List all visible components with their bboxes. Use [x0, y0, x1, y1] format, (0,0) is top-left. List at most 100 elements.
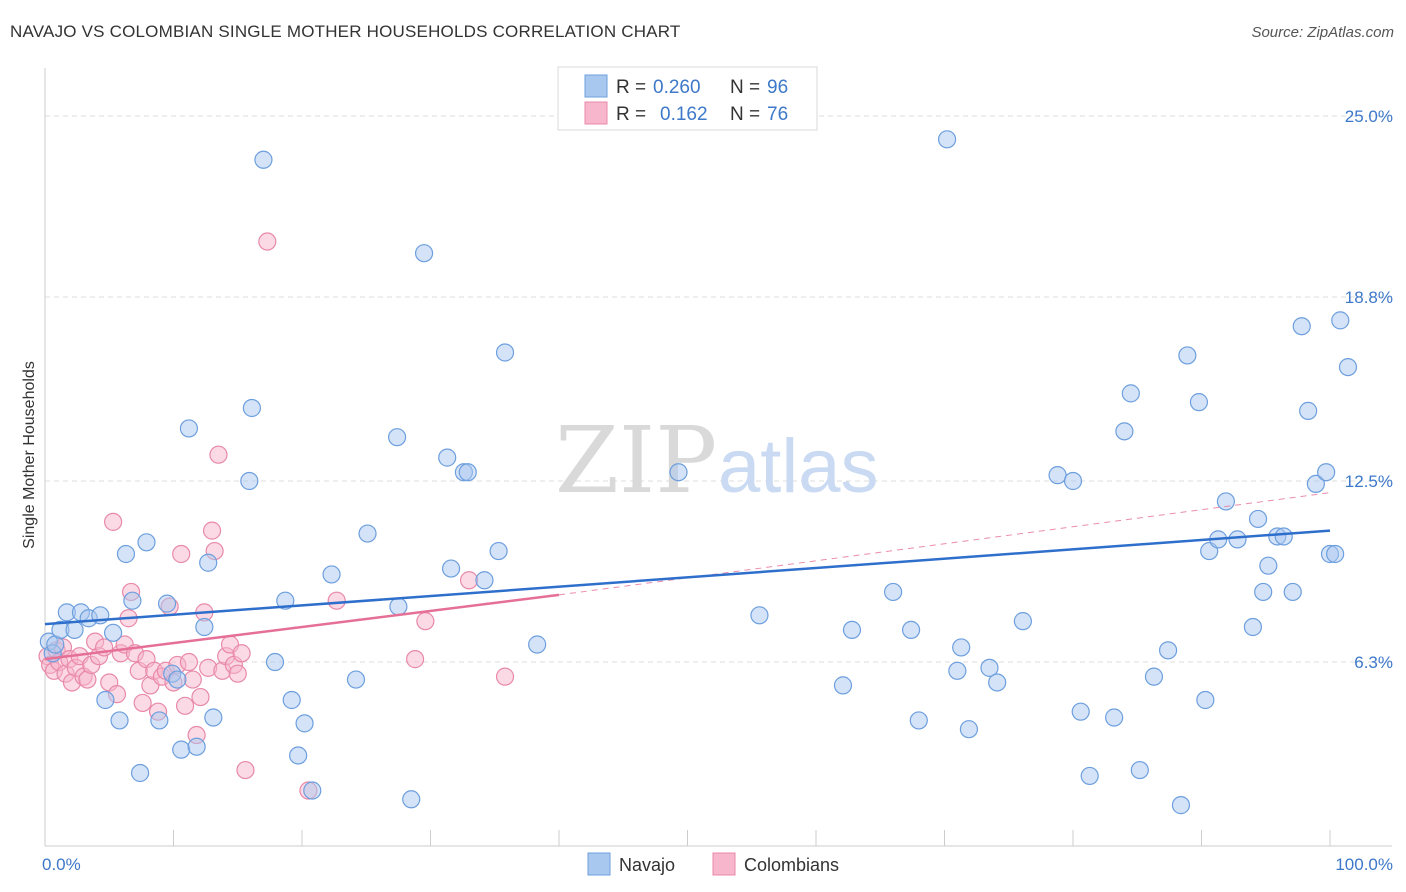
y-axis-label: Single Mother Households — [21, 361, 38, 549]
navajo-point — [1063, 471, 1083, 491]
navajo-point — [172, 740, 191, 759]
navajo-point — [1254, 582, 1273, 602]
navajo-point — [1317, 463, 1336, 482]
colombian-point — [405, 650, 425, 669]
navajo-point — [110, 711, 129, 730]
colombian-trend-extended — [558, 492, 1331, 596]
trend-lines — [44, 492, 1331, 661]
navajo-point — [1071, 702, 1090, 721]
colombian-point — [191, 687, 210, 707]
navajo-point — [952, 638, 971, 657]
navajo-point — [495, 343, 515, 362]
x-tick-label-max: 100.0% — [1335, 855, 1393, 874]
navajo-point — [1189, 393, 1209, 412]
watermark: ZIP atlas — [555, 407, 879, 514]
navajo-point — [199, 553, 218, 572]
y-tick-label: 6.3% — [1354, 653, 1393, 672]
navajo-point — [150, 711, 169, 730]
navajo-point — [187, 737, 206, 756]
navajo-point — [387, 428, 407, 447]
navajo-point — [303, 781, 322, 800]
navajo-point — [295, 714, 314, 733]
legend-r-value-colombian: 0.162 — [660, 104, 708, 125]
navajo-point — [1216, 492, 1236, 511]
navajo-point — [389, 597, 408, 616]
navajo-point — [157, 594, 177, 613]
y-tick-label: 12.5% — [1345, 472, 1393, 491]
navajo-point — [204, 708, 223, 727]
colombian-point — [172, 544, 191, 564]
navajo-point — [1292, 317, 1311, 336]
navajo-point — [358, 524, 377, 543]
series-swatch-navajo — [587, 852, 611, 876]
navajo-point — [489, 541, 508, 561]
navajo-point — [1178, 346, 1197, 365]
source-credit: Source: ZipAtlas.com — [1251, 24, 1394, 41]
navajo-point — [1243, 617, 1263, 637]
legend-n-label-colombian: N = — [730, 104, 760, 125]
navajo-point — [750, 606, 769, 625]
navajo-points — [39, 130, 1358, 815]
colombian-point — [179, 652, 199, 672]
navajo-point — [402, 790, 421, 809]
navajo-point — [669, 463, 688, 482]
navajo-point — [988, 673, 1007, 692]
navajo-point — [1248, 509, 1268, 529]
navajo-point — [130, 763, 150, 783]
colombian-point — [175, 696, 195, 715]
series-swatch-colombian — [712, 852, 736, 876]
colombian-trend-line — [44, 593, 560, 661]
colombian-point — [416, 612, 435, 631]
colombian-point — [258, 232, 277, 251]
navajo-point — [1299, 401, 1318, 420]
navajo-point — [458, 463, 477, 482]
navajo-point — [909, 711, 928, 730]
colombian-point — [236, 760, 255, 780]
navajo-point — [1121, 384, 1140, 403]
colombian-point — [232, 644, 251, 663]
navajo-point — [441, 559, 461, 578]
navajo-point — [168, 670, 187, 689]
navajo-point — [195, 617, 214, 637]
navajo-point — [842, 620, 862, 640]
navajo-point — [948, 661, 967, 680]
navajo-point — [1158, 641, 1178, 660]
colombian-point — [209, 445, 228, 464]
legend-r-value-navajo: 0.260 — [653, 77, 701, 98]
chart-title: NAVAJO VS COLOMBIAN SINGLE MOTHER HOUSEH… — [10, 22, 681, 41]
colombian-point — [202, 521, 222, 540]
correlation-legend: R = 0.260 N = 96 R = 0.162 N = 76 — [557, 66, 818, 131]
y-tick-label: 18.8% — [1345, 288, 1393, 307]
series-label-navajo: Navajo — [619, 855, 675, 875]
navajo-point — [282, 690, 301, 710]
legend-n-value-colombian: 76 — [767, 104, 788, 125]
navajo-point — [289, 746, 308, 765]
navajo-point — [322, 565, 341, 584]
navajo-point — [116, 544, 136, 564]
navajo-point — [1130, 760, 1149, 780]
navajo-point — [1115, 422, 1134, 441]
navajo-point — [1306, 474, 1325, 494]
navajo-point — [1338, 357, 1358, 377]
navajo-point — [883, 582, 903, 602]
grid-lines — [45, 115, 1392, 663]
navajo-point — [475, 571, 494, 590]
navajo-point — [1326, 544, 1345, 564]
navajo-point — [65, 620, 84, 640]
series-legend: Navajo Colombians — [587, 852, 839, 876]
navajo-point — [104, 623, 123, 642]
colombian-point — [228, 664, 247, 683]
axes — [44, 68, 1392, 847]
navajo-point — [1144, 667, 1164, 686]
navajo-point — [980, 658, 999, 677]
navajo-point — [96, 690, 115, 710]
navajo-point — [1171, 796, 1191, 815]
colombian-point — [104, 512, 123, 531]
navajo-point — [123, 591, 142, 610]
navajo-point — [1013, 612, 1032, 631]
navajo-point — [1105, 708, 1124, 727]
colombian-point — [133, 693, 152, 713]
watermark-zip: ZIP — [555, 407, 717, 514]
navajo-trend-line — [44, 529, 1331, 626]
